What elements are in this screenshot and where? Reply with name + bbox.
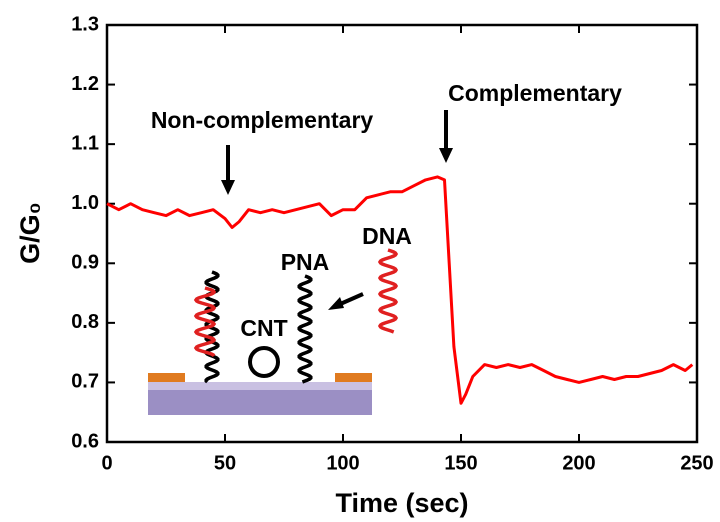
y-tick-label: 1.0 — [71, 192, 99, 214]
y-tick-label: 0.9 — [71, 252, 99, 274]
y-tick-label: 1.3 — [71, 13, 99, 35]
x-axis-title: Time (sec) — [335, 488, 468, 518]
x-tick-label: 0 — [101, 452, 112, 474]
y-tick-label: 1.1 — [71, 132, 99, 154]
arrow-head — [221, 180, 235, 195]
x-tick-label: 100 — [326, 452, 359, 474]
data-line — [106, 175, 694, 405]
dna-strand — [377, 248, 399, 334]
annotation: Complementary — [448, 80, 622, 106]
inset-label: CNT — [240, 315, 287, 341]
oxide-layer — [148, 382, 372, 390]
annotation: Non-complementary — [151, 107, 374, 133]
pna-strand — [297, 274, 313, 384]
y-tick-label: 0.8 — [71, 311, 99, 333]
x-tick-label: 150 — [444, 452, 477, 474]
inset-label: DNA — [362, 223, 412, 249]
electrode — [148, 373, 185, 382]
inset-label: PNA — [281, 249, 330, 275]
dna-strand — [193, 286, 217, 358]
x-tick-label: 50 — [214, 452, 236, 474]
x-tick-label: 200 — [562, 452, 595, 474]
plot-frame — [105, 23, 699, 444]
cnt — [248, 346, 280, 378]
arrow-head — [439, 148, 453, 163]
substrate — [148, 390, 372, 415]
inset-diagram — [148, 248, 399, 415]
y-tick-label: 0.6 — [71, 430, 99, 452]
y-axis-title: G/G₀ — [15, 202, 45, 264]
arrow-head — [328, 297, 344, 310]
y-tick-label: 0.7 — [71, 371, 99, 393]
y-tick-label: 1.2 — [71, 73, 99, 95]
x-tick-label: 250 — [680, 452, 713, 474]
electrode — [335, 373, 372, 382]
